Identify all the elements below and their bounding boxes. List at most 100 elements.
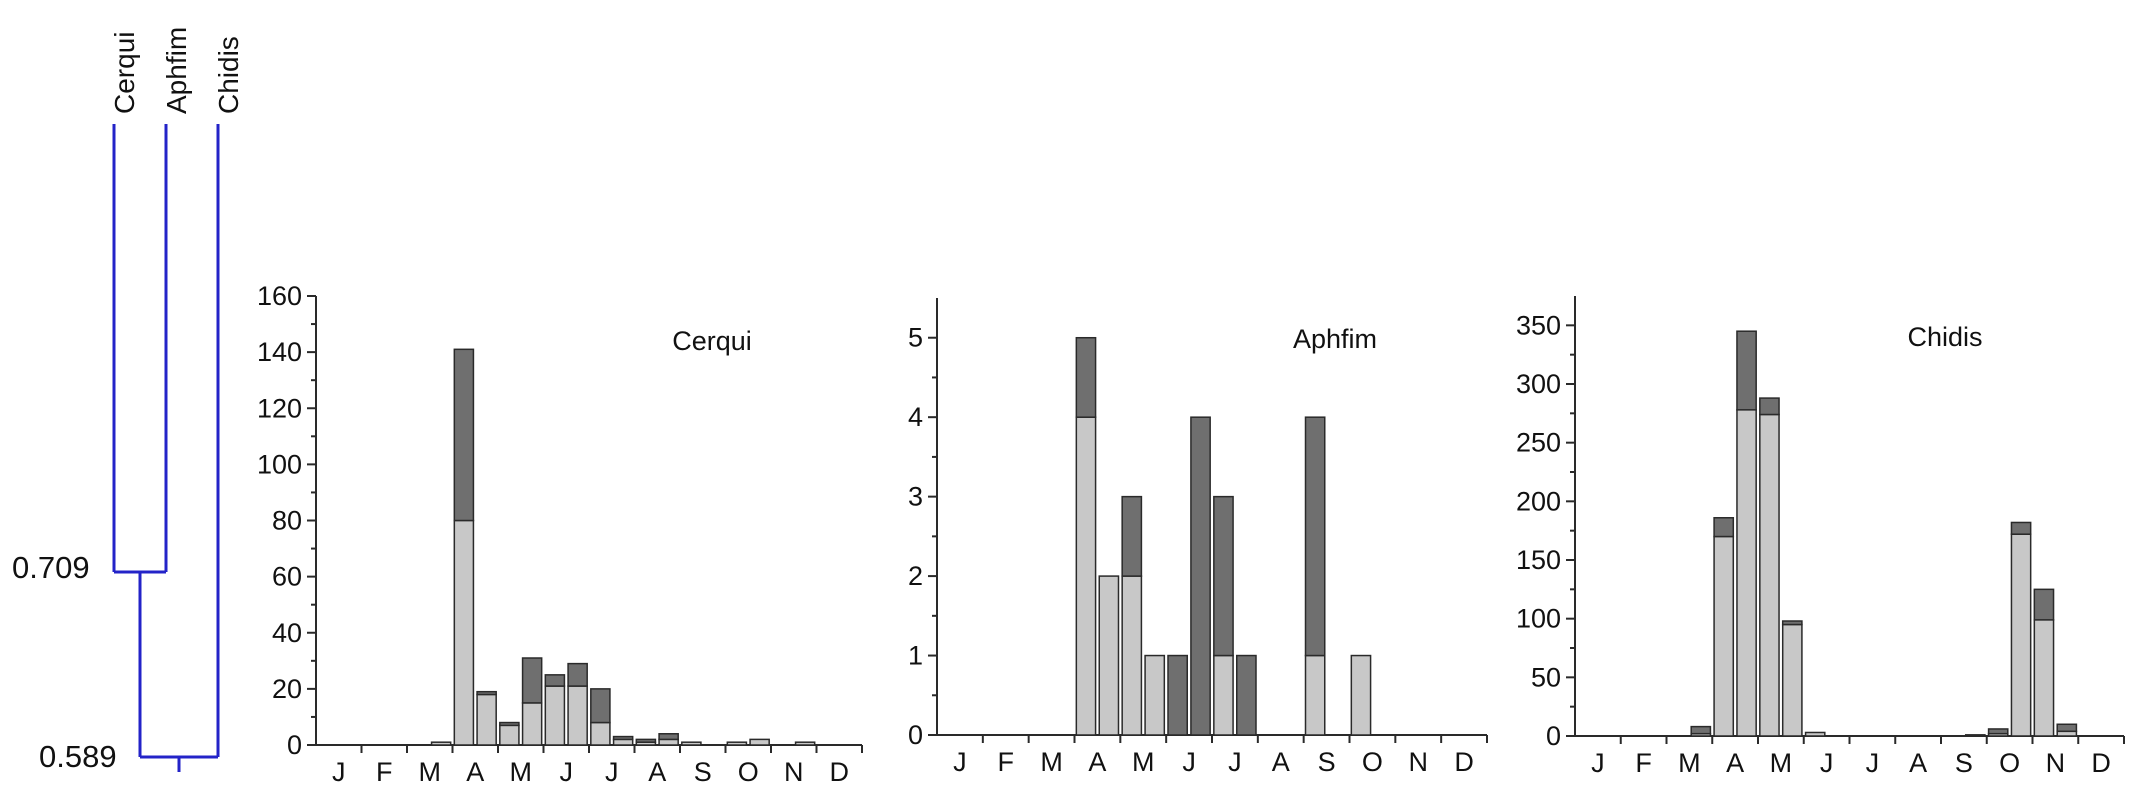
bar-segment-dark <box>1167 654 1188 736</box>
y-tick-label: 250 <box>1516 428 1561 458</box>
bar-segment-light <box>612 738 634 746</box>
bar-segment-light <box>1213 654 1234 736</box>
x-tick-label: J <box>1820 748 1834 778</box>
y-tick-label: 3 <box>908 482 923 512</box>
y-tick-label: 50 <box>1531 662 1561 692</box>
bar-segment-light <box>1121 575 1143 736</box>
bar-segment-dark <box>1236 654 1257 736</box>
y-tick-label: 150 <box>1516 545 1561 575</box>
x-tick-label: O <box>1362 747 1383 777</box>
bar-segment-light <box>1964 734 1986 737</box>
bar-segment-dark <box>1075 336 1097 418</box>
bar-segment-light <box>1304 654 1326 736</box>
bar-segment-light <box>1144 654 1166 736</box>
x-tick-label: J <box>605 757 619 787</box>
y-tick-label: 5 <box>908 323 923 353</box>
bar-segment-dark <box>1736 330 1757 411</box>
y-tick-label: 20 <box>272 674 302 704</box>
x-tick-label: A <box>648 757 666 787</box>
y-tick-label: 100 <box>1516 604 1561 634</box>
bar-segment-light <box>1098 575 1120 736</box>
x-tick-label: N <box>784 757 804 787</box>
bar-segment-dark <box>1987 728 2009 735</box>
bar-segment-light <box>681 741 702 746</box>
bar-segment-light <box>1759 413 1780 737</box>
x-tick-label: O <box>1999 748 2020 778</box>
bar-segment-dark <box>1304 416 1326 657</box>
bar-segment-dark <box>1759 397 1780 416</box>
x-tick-label: J <box>1866 748 1880 778</box>
bar-segment-dark <box>2056 723 2078 733</box>
y-tick-label: 350 <box>1516 310 1561 340</box>
x-tick-label: J <box>1591 748 1605 778</box>
x-tick-label: M <box>1678 748 1701 778</box>
bar-segment-dark <box>476 690 497 696</box>
dendrogram-leaf-label-chidis: Chidis <box>213 36 244 114</box>
x-tick-label: J <box>953 747 967 777</box>
x-tick-label: A <box>466 757 484 787</box>
y-tick-label: 0 <box>908 720 923 750</box>
x-tick-label: A <box>1726 748 1744 778</box>
y-tick-label: 200 <box>1516 486 1561 516</box>
x-tick-label: M <box>1770 748 1793 778</box>
dendrogram-leaf-label-cerqui: Cerqui <box>109 32 140 114</box>
x-tick-label: J <box>1182 747 1196 777</box>
bar-segment-light <box>1804 731 1826 737</box>
bar-segment-dark <box>2033 588 2055 621</box>
bar-segment-dark <box>1690 725 1712 735</box>
bar-segment-dark <box>1213 495 1234 657</box>
bar-segment-light <box>521 702 543 746</box>
y-tick-label: 1 <box>908 641 923 671</box>
bar-segment-dark <box>635 738 657 743</box>
x-tick-label: N <box>1409 747 1429 777</box>
y-tick-label: 40 <box>272 618 302 648</box>
bar-segment-light <box>590 721 611 746</box>
y-tick-label: 100 <box>257 449 302 479</box>
bar-segment-light <box>1350 654 1372 736</box>
x-tick-label: A <box>1909 748 1927 778</box>
y-tick-label: 0 <box>287 730 302 760</box>
bar-segment-light <box>2010 533 2032 737</box>
bar-segment-dark <box>499 721 520 727</box>
bar-segment-dark <box>2010 521 2032 535</box>
bar-segment-dark <box>1713 517 1735 538</box>
bar-segment-light <box>1075 416 1097 736</box>
y-tick-label: 140 <box>257 337 302 367</box>
bar-segment-dark <box>590 688 611 724</box>
x-tick-label: S <box>694 757 712 787</box>
bar-segment-dark <box>521 657 543 704</box>
bar-segment-dark <box>544 674 566 687</box>
bar-segment-dark <box>612 735 634 741</box>
x-tick-label: D <box>1454 747 1474 777</box>
bar-segment-light <box>544 685 566 746</box>
dendrogram: Cerqui Aphfim Chidis 0.709 0.589 <box>12 27 244 774</box>
y-tick-label: 80 <box>272 506 302 536</box>
y-tick-label: 300 <box>1516 369 1561 399</box>
x-tick-label: S <box>1955 748 1973 778</box>
bar-segment-light <box>1736 409 1757 737</box>
bar-segment-light <box>430 741 452 746</box>
y-tick-label: 120 <box>257 393 302 423</box>
bar-segment-light <box>1781 623 1803 737</box>
bar-segment-light <box>453 519 475 746</box>
bar-segment-light <box>2033 619 2055 737</box>
y-tick-label: 160 <box>257 281 302 311</box>
y-tick-label: 60 <box>272 562 302 592</box>
bar-segment-dark <box>453 348 475 522</box>
bar-segment-light <box>499 724 520 746</box>
dendrogram-leaf-label-aphfim: Aphfim <box>161 27 192 114</box>
bar-segment-light <box>476 693 497 746</box>
x-tick-label: M <box>1132 747 1155 777</box>
y-tick-label: 0 <box>1546 721 1561 751</box>
bar-segment-dark <box>1121 495 1143 577</box>
x-tick-label: A <box>1272 747 1290 777</box>
bar-segment-dark <box>1781 620 1803 626</box>
bar-segment-light <box>658 738 679 746</box>
x-tick-label: S <box>1318 747 1336 777</box>
x-tick-label: F <box>376 757 393 787</box>
x-tick-label: D <box>830 757 850 787</box>
y-tick-label: 4 <box>908 402 923 432</box>
bar-segment-light <box>726 741 748 746</box>
